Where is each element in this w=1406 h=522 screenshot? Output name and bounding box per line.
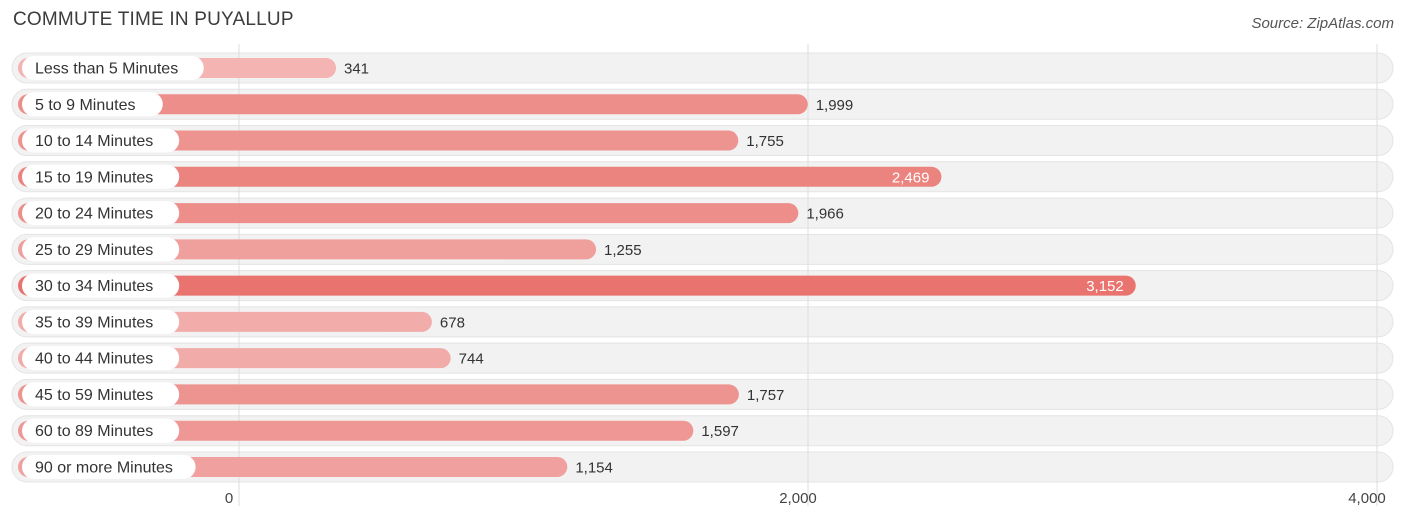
category-label: 10 to 14 Minutes bbox=[35, 133, 153, 150]
chart-title: COMMUTE TIME IN PUYALLUP bbox=[13, 9, 294, 30]
category-label: 30 to 34 Minutes bbox=[35, 278, 153, 295]
value-label: 744 bbox=[459, 351, 484, 368]
category-label: 20 to 24 Minutes bbox=[35, 206, 153, 223]
value-label: 1,597 bbox=[701, 423, 739, 440]
category-label-pill bbox=[22, 56, 204, 80]
value-label: 1,755 bbox=[746, 133, 784, 150]
category-label-pill bbox=[22, 309, 180, 334]
bar bbox=[18, 166, 942, 187]
x-tick-label: 4,000 bbox=[1348, 490, 1386, 507]
bar bbox=[18, 420, 694, 441]
category-label-pill bbox=[22, 164, 180, 189]
value-label: 678 bbox=[440, 314, 465, 331]
value-label: 1,255 bbox=[604, 242, 642, 259]
category-label-pill bbox=[22, 201, 180, 226]
value-label: 2,469 bbox=[892, 169, 930, 186]
value-label: 3,152 bbox=[1086, 278, 1124, 295]
category-label-pill bbox=[22, 382, 180, 407]
category-label-pill bbox=[22, 454, 196, 479]
row-track bbox=[11, 52, 1394, 84]
category-label: 35 to 39 Minutes bbox=[35, 314, 153, 331]
category-label: Less than 5 Minutes bbox=[35, 61, 178, 78]
category-label: 40 to 44 Minutes bbox=[35, 351, 153, 368]
row-tracks bbox=[11, 52, 1394, 483]
category-label-pill bbox=[22, 128, 180, 153]
value-label: 341 bbox=[344, 61, 369, 78]
value-label: 1,757 bbox=[747, 387, 785, 404]
category-label: 45 to 59 Minutes bbox=[35, 387, 153, 404]
x-tick-label: 2,000 bbox=[779, 490, 817, 507]
bar bbox=[18, 384, 739, 405]
bar bbox=[18, 94, 808, 115]
bar bbox=[18, 130, 739, 151]
source-label: Source: ZipAtlas.com bbox=[1251, 15, 1394, 32]
category-label: 5 to 9 Minutes bbox=[35, 97, 136, 114]
category-label: 15 to 19 Minutes bbox=[35, 169, 153, 186]
category-label: 25 to 29 Minutes bbox=[35, 242, 153, 259]
category-label-pill bbox=[22, 418, 180, 443]
value-label: 1,999 bbox=[816, 97, 854, 114]
category-label-pill bbox=[22, 273, 180, 298]
bar bbox=[18, 203, 799, 224]
bar bbox=[18, 275, 1136, 296]
category-label-pill bbox=[22, 92, 163, 117]
category-label: 90 or more Minutes bbox=[35, 459, 173, 476]
bars: Less than 5 Minutes 341 5 to 9 Minutes 1,99… bbox=[18, 56, 1136, 479]
category-label: 60 to 89 Minutes bbox=[35, 423, 153, 440]
category-label-pill bbox=[22, 346, 180, 371]
category-label-pill bbox=[22, 237, 180, 262]
value-label: 1,966 bbox=[806, 206, 844, 223]
x-tick-label: 0 bbox=[225, 490, 233, 507]
value-label: 1,154 bbox=[575, 459, 613, 476]
